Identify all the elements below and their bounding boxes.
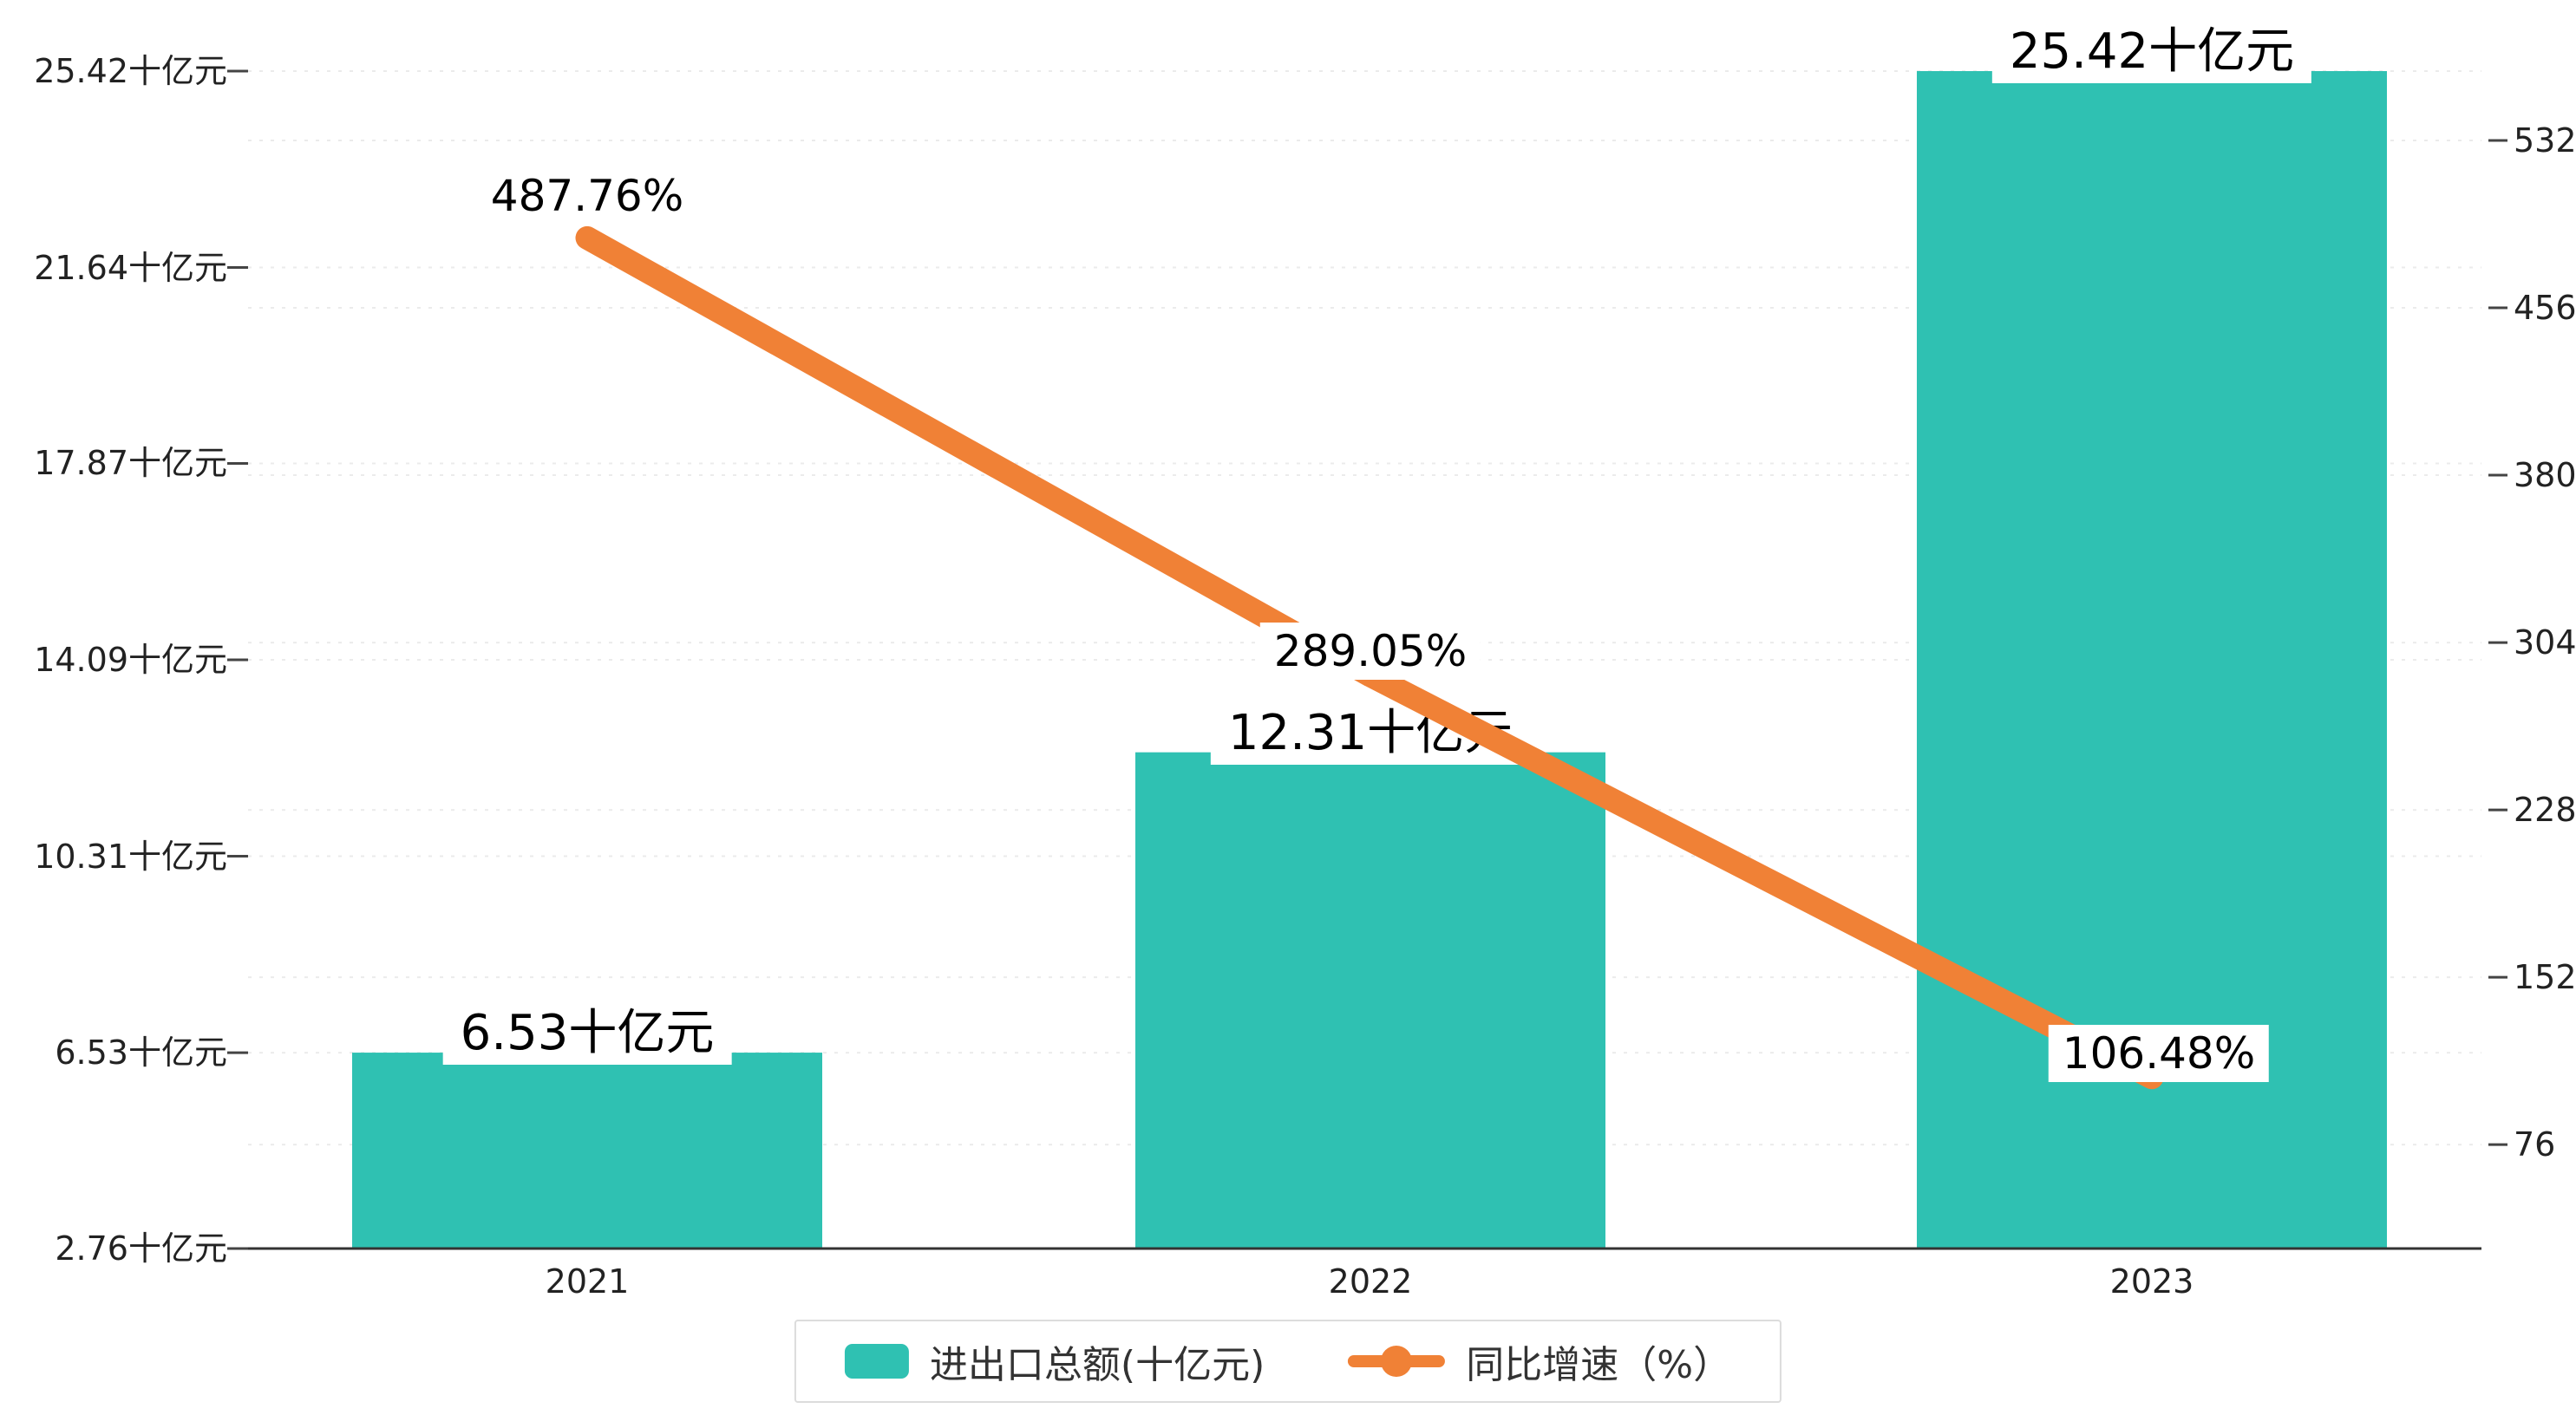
growth-value-label: 106.48% [2048,1024,2270,1082]
legend-label: 进出口总额(十亿元) [929,1343,1265,1387]
y-axis-right-tick-label: 152 [2514,958,2576,997]
y-axis-left-tick-label: 17.87十亿元 [34,444,227,483]
y-axis-right-tick-label: 228 [2514,791,2576,830]
bar-value-label: 6.53十亿元 [442,1002,732,1066]
y-axis-left-tick-label: 2.76十亿元 [55,1229,227,1268]
legend-item-bar-series[interactable]: 进出口总额(十亿元) [844,1333,1265,1389]
bar-2022[interactable] [1135,752,1605,1249]
y-axis-left-tick-label: 10.31十亿元 [34,837,227,876]
y-axis-left-tick-label: 14.09十亿元 [34,641,227,679]
x-axis-tick-label: 2021 [545,1262,630,1301]
y-axis-right-tick-label: 380 [2514,456,2576,495]
bar-value-label: 12.31十亿元 [1210,701,1531,765]
bar-value-label: 25.42十亿元 [1991,21,2312,83]
x-axis-tick-label: 2022 [1328,1262,1413,1301]
y-axis-left-tick-label: 25.42十亿元 [34,52,227,90]
y-axis-right-tick-label: 456 [2514,289,2576,328]
line-series-marker-icon [1348,1346,1446,1377]
line-series-dot-icon [1381,1346,1413,1377]
bar-series-swatch-icon [844,1344,909,1379]
legend-item-line-series[interactable]: 同比增速（%） [1348,1333,1731,1389]
x-axis-tick-label: 2023 [2109,1262,2194,1301]
y-axis-right-tick-label: 532 [2514,121,2576,160]
legend-label: 同比增速（%） [1466,1343,1732,1387]
bar-2021[interactable] [352,1053,822,1249]
y-axis-left-tick-label: 6.53十亿元 [55,1034,227,1073]
y-axis-right-tick-label: 304 [2514,623,2576,662]
growth-value-label: 289.05% [1259,623,1481,681]
legend: 进出口总额(十亿元) 同比增速（%） [794,1320,1782,1403]
growth-value-label: 487.76% [476,167,698,225]
y-axis-left-tick-label: 21.64十亿元 [34,248,227,287]
y-axis-right-tick-label: 76 [2514,1125,2556,1164]
